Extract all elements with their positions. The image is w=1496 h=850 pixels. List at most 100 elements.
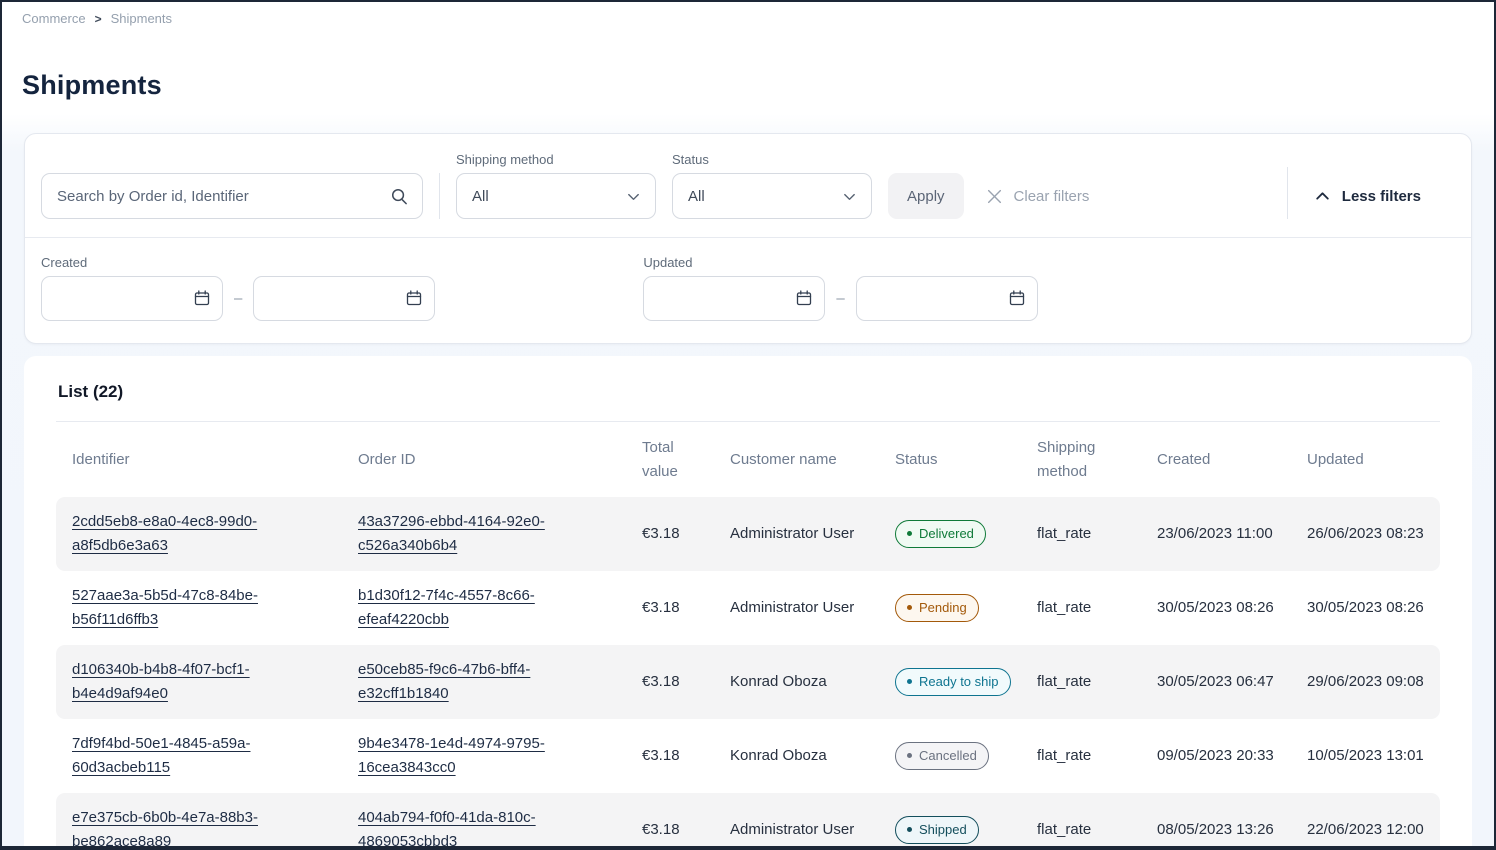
breadcrumb-commerce[interactable]: Commerce [22, 11, 86, 26]
search-icon[interactable] [387, 184, 411, 208]
date-range-dash: – [836, 290, 844, 307]
created-date: 23/06/2023 11:00 [1141, 509, 1291, 559]
calendar-icon[interactable] [191, 287, 213, 309]
table-header-row: Identifier Order ID Total value Customer… [56, 421, 1440, 497]
date-range-dash: – [234, 290, 242, 307]
status-badge: Ready to ship [895, 668, 1011, 697]
filters-panel: Shipping method All Status All Apply [24, 133, 1472, 344]
identifier-link[interactable]: 7df9f4bd-50e1-4845-a59a-60d3acbeb115 [72, 735, 250, 776]
total-value: €3.18 [626, 583, 714, 633]
less-filters-label: Less filters [1342, 188, 1421, 205]
app-window: Commerce > Shipments Shipments Shipping … [0, 0, 1496, 850]
created-date: 09/05/2023 20:33 [1141, 731, 1291, 781]
identifier-link[interactable]: d106340b-b4b8-4f07-bcf1-b4e4d9af94e0 [72, 661, 250, 702]
status-filter-value: All [688, 188, 705, 205]
calendar-icon[interactable] [1006, 287, 1028, 309]
customer-name: Administrator User [714, 509, 879, 559]
chevron-down-icon [842, 189, 857, 204]
updated-date-filter: Updated – [643, 255, 1037, 321]
updated-date: 30/05/2023 08:26 [1291, 583, 1440, 633]
close-icon [986, 188, 1003, 205]
status-dot-icon [907, 753, 912, 758]
chevron-down-icon [626, 189, 641, 204]
page-title: Shipments [22, 70, 1474, 101]
status-dot-icon [907, 531, 912, 536]
created-to-wrap [253, 276, 435, 321]
column-header-updated: Updated [1291, 435, 1440, 485]
status-label: Ready to ship [919, 672, 999, 693]
column-header-customer-name: Customer name [714, 435, 879, 485]
status-badge: Delivered [895, 520, 986, 549]
status-filter-label: Status [672, 152, 872, 167]
filters-row-main: Shipping method All Status All Apply [25, 134, 1471, 237]
order-id-link[interactable]: e50ceb85-f9c6-47b6-bff4-e32cff1b1840 [358, 661, 530, 702]
created-date: 08/05/2023 13:26 [1141, 805, 1291, 850]
shipping-method-value: All [472, 188, 489, 205]
total-value: €3.18 [626, 731, 714, 781]
shipments-table: Identifier Order ID Total value Customer… [56, 421, 1440, 850]
shipping-method-select[interactable]: All [456, 173, 656, 219]
status-label: Pending [919, 598, 967, 619]
column-header-order-id: Order ID [342, 435, 626, 485]
customer-name: Konrad Oboza [714, 731, 879, 781]
customer-name: Administrator User [714, 583, 879, 633]
identifier-link[interactable]: 2cdd5eb8-e8a0-4ec8-99d0-a8f5db6e3a63 [72, 513, 257, 554]
breadcrumb: Commerce > Shipments [22, 11, 1474, 26]
column-header-shipping-method: Shipping method [1021, 423, 1141, 497]
less-filters-button[interactable]: Less filters [1288, 173, 1447, 219]
created-from-wrap [41, 276, 223, 321]
updated-from-wrap [643, 276, 825, 321]
updated-date-range: – [643, 276, 1037, 321]
shipping-method: flat_rate [1021, 583, 1141, 633]
identifier-link[interactable]: 527aae3a-5b5d-47c8-84be-b56f11d6ffb3 [72, 587, 258, 628]
updated-date: 29/06/2023 09:08 [1291, 657, 1440, 707]
filters-row-dates: Created – [25, 237, 1471, 343]
calendar-icon[interactable] [793, 287, 815, 309]
order-id-link[interactable]: b1d30f12-7f4c-4557-8c66-efeaf4220cbb [358, 587, 535, 628]
shipping-method: flat_rate [1021, 805, 1141, 850]
shipping-method: flat_rate [1021, 731, 1141, 781]
updated-date: 22/06/2023 12:00 [1291, 805, 1440, 850]
identifier-link[interactable]: e7e375cb-6b0b-4e7a-88b3-be862ace8a89 [72, 809, 258, 850]
table-row: 2cdd5eb8-e8a0-4ec8-99d0-a8f5db6e3a63 43a… [56, 497, 1440, 571]
list-title: List (22) [58, 382, 1440, 402]
breadcrumb-separator-icon: > [95, 12, 102, 26]
order-id-link[interactable]: 404ab794-f0f0-41da-810c-4869053cbbd3 [358, 809, 536, 850]
status-field: Status All [672, 152, 872, 219]
customer-name: Konrad Oboza [714, 657, 879, 707]
status-dot-icon [907, 605, 912, 610]
updated-filter-label: Updated [643, 255, 1037, 270]
status-badge: Pending [895, 594, 979, 623]
updated-date: 10/05/2023 13:01 [1291, 731, 1440, 781]
search-input[interactable] [41, 173, 423, 219]
clear-filters-label: Clear filters [1014, 188, 1090, 205]
updated-to-wrap [856, 276, 1038, 321]
status-label: Cancelled [919, 746, 977, 767]
shipping-method-label: Shipping method [456, 152, 656, 167]
order-id-link[interactable]: 43a37296-ebbd-4164-92e0-c526a340b6b4 [358, 513, 545, 554]
shipping-method: flat_rate [1021, 657, 1141, 707]
breadcrumb-bar: Commerce > Shipments [2, 2, 1494, 26]
calendar-icon[interactable] [403, 287, 425, 309]
clear-filters-button[interactable]: Clear filters [986, 173, 1090, 219]
table-row: e7e375cb-6b0b-4e7a-88b3-be862ace8a89 404… [56, 793, 1440, 850]
chevron-up-icon [1314, 188, 1331, 205]
total-value: €3.18 [626, 509, 714, 559]
column-header-total-value: Total value [626, 423, 714, 497]
apply-button[interactable]: Apply [888, 173, 964, 219]
created-date-range: – [41, 276, 435, 321]
filter-divider [439, 173, 440, 219]
order-id-link[interactable]: 9b4e3478-1e4d-4974-9795-16cea3843cc0 [358, 735, 545, 776]
status-dot-icon [907, 827, 912, 832]
table-row: 527aae3a-5b5d-47c8-84be-b56f11d6ffb3 b1d… [56, 571, 1440, 645]
filters-toggle-group: Less filters [1287, 153, 1447, 219]
total-value: €3.18 [626, 805, 714, 850]
created-date-filter: Created – [41, 255, 435, 321]
column-header-status: Status [879, 435, 1021, 485]
total-value: €3.18 [626, 657, 714, 707]
breadcrumb-shipments[interactable]: Shipments [111, 11, 172, 26]
table-row: d106340b-b4b8-4f07-bcf1-b4e4d9af94e0 e50… [56, 645, 1440, 719]
search-field-wrap [41, 173, 423, 219]
created-date: 30/05/2023 08:26 [1141, 583, 1291, 633]
status-select[interactable]: All [672, 173, 872, 219]
